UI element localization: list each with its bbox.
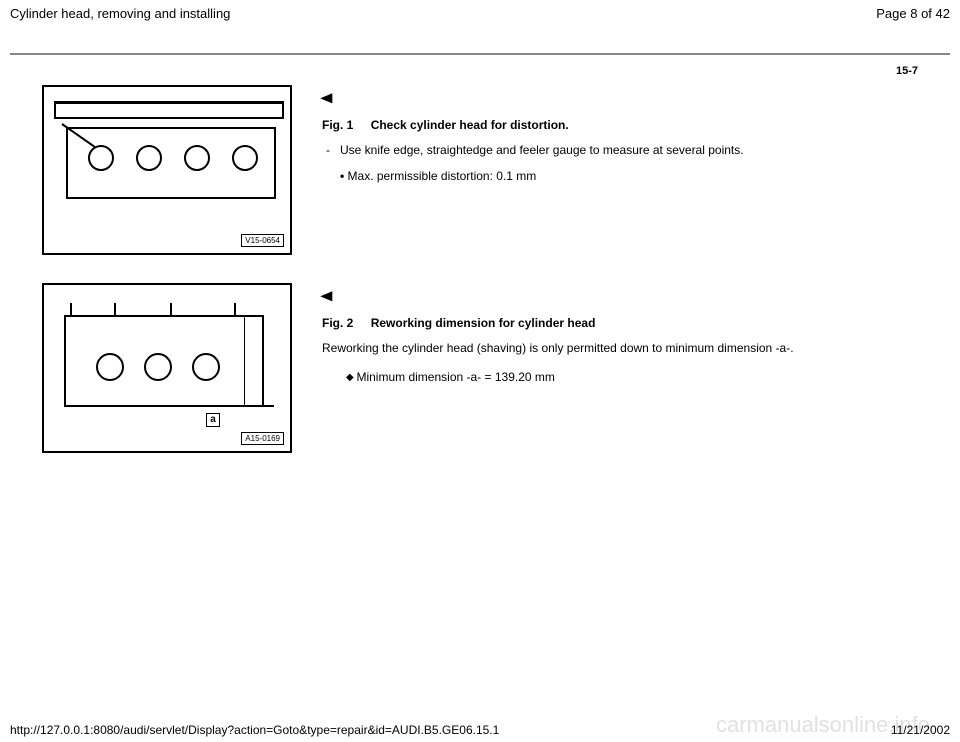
- footer-date: 11/21/2002: [891, 723, 950, 737]
- figure-block-1: V15-0654 ◂ Fig. 1 Check cylinder head fo…: [42, 85, 918, 255]
- figure-1-bullet: Max. permissible distortion: 0.1 mm: [340, 168, 918, 184]
- figure-2-arrow-icon: ◂: [321, 285, 332, 306]
- figure-2-image-cell: a A15-0169: [42, 283, 322, 453]
- header-title: Cylinder head, removing and installing: [10, 6, 230, 21]
- figure-2-label: Fig. 2: [322, 316, 353, 330]
- figure-2-title: Reworking dimension for cylinder head: [371, 316, 596, 330]
- figure-1-title-line: Fig. 1 Check cylinder head for distortio…: [322, 118, 918, 132]
- figure-1-image-tag: V15-0654: [241, 234, 284, 247]
- figure-1-label: Fig. 1: [322, 118, 353, 132]
- section-number: 15-7: [0, 55, 960, 85]
- figure-2-image-tag: A15-0169: [241, 432, 284, 445]
- figure-2-dimension-label: a: [206, 413, 220, 427]
- figure-block-2: a A15-0169 ◂ Fig. 2 Reworking dimension …: [42, 283, 918, 453]
- figure-1-text: ◂ Fig. 1 Check cylinder head for distort…: [322, 85, 918, 194]
- figure-1-title: Check cylinder head for distortion.: [371, 118, 569, 132]
- figure-1-arrow-icon: ◂: [321, 87, 332, 108]
- figure-1-image: V15-0654: [42, 85, 292, 255]
- header-page-indicator: Page 8 of 42: [876, 6, 950, 21]
- figure-2-description: Reworking the cylinder head (shaving) is…: [322, 340, 918, 356]
- footer-url: http://127.0.0.1:8080/audi/servlet/Displ…: [10, 723, 499, 737]
- figure-1-instruction: - Use knife edge, straightedge and feele…: [326, 142, 918, 158]
- dash-marker: -: [326, 142, 340, 158]
- page-header: Cylinder head, removing and installing P…: [0, 0, 960, 25]
- figure-2-text: ◂ Fig. 2 Reworking dimension for cylinde…: [322, 283, 918, 394]
- figure-1-image-cell: V15-0654: [42, 85, 322, 255]
- figure-2-image: a A15-0169: [42, 283, 292, 453]
- figure-1-instruction-text: Use knife edge, straightedge and feeler …: [340, 142, 744, 158]
- page-footer: http://127.0.0.1:8080/audi/servlet/Displ…: [0, 718, 960, 742]
- content-area: V15-0654 ◂ Fig. 1 Check cylinder head fo…: [0, 85, 960, 453]
- figure-2-bullet: Minimum dimension -a- = 139.20 mm: [346, 370, 918, 384]
- figure-2-title-line: Fig. 2 Reworking dimension for cylinder …: [322, 316, 918, 330]
